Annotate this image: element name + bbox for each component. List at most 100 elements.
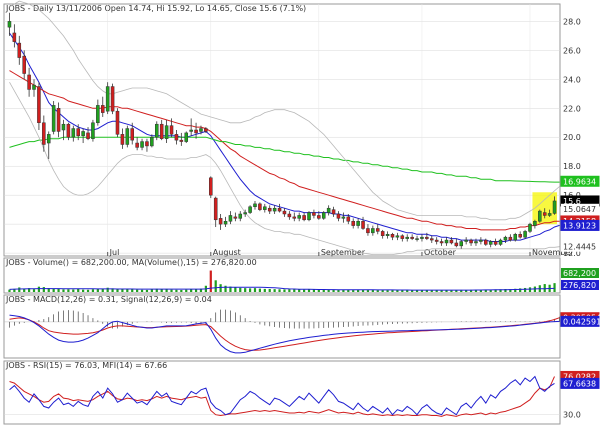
candle-body: [366, 228, 370, 234]
candle-body: [91, 122, 95, 139]
candle-body: [508, 236, 513, 241]
candle-body: [213, 197, 218, 221]
candle-body: [371, 228, 375, 234]
candle-body: [194, 129, 198, 134]
candle-body: [105, 86, 110, 112]
candle-body: [233, 216, 238, 219]
candle-body: [223, 220, 228, 225]
candle-body: [71, 128, 76, 138]
candle-body: [552, 200, 557, 214]
candle-body: [493, 241, 498, 245]
candle-body: [81, 131, 85, 137]
candle-body: [12, 32, 17, 42]
candle-body: [96, 105, 100, 124]
price-header: JOBS - Daily 13/11/2006 Open 14.74, Hi 1…: [5, 4, 306, 13]
band-lower-line: [9, 82, 560, 256]
candle-body: [135, 142, 139, 148]
price-ytick-label: 24.0: [563, 75, 581, 84]
candle-body: [484, 239, 488, 245]
price-value-tag-bg: [561, 203, 599, 214]
candle-body: [258, 203, 262, 210]
volume-panel: JOBS - Volume() = 682,200.00, MA(Volume(…: [3, 257, 599, 294]
month-label: Jul: [109, 248, 120, 257]
price-panel: JOBS - Daily 13/11/2006 Open 14.74, Hi 1…: [3, 0, 600, 258]
candle-body: [425, 236, 429, 239]
price-value-tag-bg: [561, 241, 599, 252]
candle-body: [469, 239, 473, 244]
volume-header: JOBS - Volume() = 682,200.00, MA(Volume(…: [5, 258, 257, 267]
price-value-tag: 15.0647: [563, 205, 596, 214]
candle-body: [336, 213, 341, 219]
price-frame: [3, 3, 561, 257]
macd-frame: [3, 294, 561, 359]
candle-body: [292, 216, 297, 219]
candle-body: [51, 105, 56, 132]
price-value-tag: 13.9123: [563, 221, 596, 230]
price-ytick-label: 28.0: [563, 17, 581, 26]
mfi-line: [9, 375, 555, 416]
candle-body: [302, 215, 306, 221]
candle-body: [66, 123, 71, 138]
candle-body: [420, 236, 424, 239]
rsi-value-tag: 76.0282: [563, 372, 596, 381]
signal-line: [9, 314, 560, 354]
candle-body: [248, 206, 252, 213]
candle-body: [307, 212, 311, 221]
candle-body: [164, 125, 169, 139]
price-value-tag: 12.4445: [563, 243, 596, 252]
candle-body: [32, 84, 36, 90]
candle-body: [361, 220, 365, 229]
candle-body: [503, 236, 508, 241]
candle-body: [155, 123, 159, 138]
candle-body: [150, 136, 154, 147]
month-label: September: [321, 248, 366, 257]
candle-body: [125, 128, 130, 145]
rsi-value-tag: 67.6638: [563, 379, 596, 388]
candle-body: [42, 122, 46, 145]
candle-body: [464, 239, 468, 242]
rsi-ytick-label: 30.0: [563, 411, 581, 420]
candle-body: [56, 108, 61, 132]
candle-body: [130, 128, 134, 141]
candle-body: [449, 239, 454, 244]
candle-body: [76, 128, 80, 137]
macd-value-tag: 0.042591: [563, 317, 600, 326]
candle-body: [380, 231, 385, 236]
month-label: November: [532, 248, 574, 257]
candle-body: [228, 215, 233, 222]
candle-body: [538, 210, 542, 222]
candle-body: [346, 216, 351, 222]
price-value-tag: 15.6: [563, 197, 581, 206]
candle-body: [27, 74, 31, 90]
price-value-tag-bg: [560, 219, 600, 231]
volume-ma-tag: 276,820: [563, 281, 596, 290]
candle-body: [488, 241, 493, 245]
band-upper-line: [9, 0, 560, 221]
ma-long-line: [9, 136, 560, 183]
candle-body: [400, 235, 405, 239]
candle-body: [528, 223, 532, 232]
candle-body: [184, 132, 189, 142]
rsi-value-tag-bg: [560, 377, 600, 389]
macd-header: JOBS - MACD(12,26) = 0.31, Signal(12,26,…: [5, 295, 212, 304]
candle-body: [542, 212, 547, 216]
candle-body: [282, 210, 287, 215]
candle-body: [199, 128, 203, 132]
candle-body: [479, 239, 483, 242]
candle-body: [272, 207, 277, 212]
candle-body: [189, 129, 193, 132]
candle-body: [375, 228, 380, 232]
macd-panel: JOBS - MACD(12,26) = 0.31, Signal(12,26,…: [3, 294, 600, 359]
candle-body: [439, 241, 444, 244]
candle-body: [140, 141, 144, 148]
candle-body: [547, 213, 552, 216]
candle-body: [277, 207, 282, 212]
candle-body: [434, 239, 439, 242]
candle-body: [179, 139, 184, 142]
candle-body: [430, 238, 434, 241]
candle-body: [523, 231, 527, 238]
candle-body: [533, 220, 537, 226]
price-value-tag-bg: [560, 175, 600, 187]
candle-body: [341, 216, 346, 219]
candle-body: [444, 239, 449, 244]
